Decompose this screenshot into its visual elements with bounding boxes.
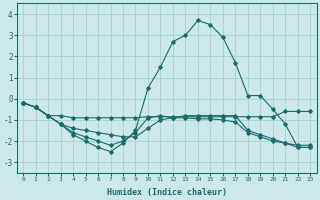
X-axis label: Humidex (Indice chaleur): Humidex (Indice chaleur) (107, 188, 227, 197)
